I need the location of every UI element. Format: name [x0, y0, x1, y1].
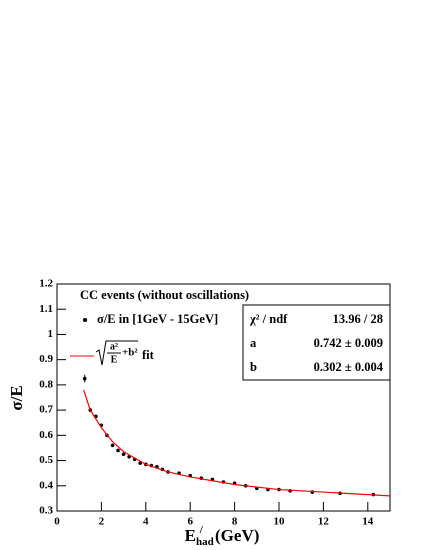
y-tick-label: 1.1 — [39, 303, 53, 315]
y-tick-label: 1 — [48, 328, 54, 340]
formula-denominator: E — [111, 354, 118, 365]
x-tick-label: 2 — [99, 516, 105, 528]
data-point — [116, 448, 120, 453]
y-tick-label: 0.9 — [39, 353, 53, 365]
y-tick-label: 0.5 — [39, 454, 53, 466]
x-label-sub: had — [196, 536, 214, 548]
stats-name: χ² / ndf — [249, 312, 288, 326]
stats-value: 0.742 ± 0.009 — [314, 336, 383, 350]
x-tick-label: 12 — [318, 516, 330, 528]
x-tick-label: 10 — [274, 516, 286, 528]
x-tick-label: 14 — [362, 516, 374, 528]
y-tick-label: 0.4 — [39, 479, 53, 491]
y-tick-label: 0.8 — [39, 378, 53, 390]
stats-name: b — [250, 360, 257, 374]
stats-value: 13.96 / 28 — [333, 312, 383, 326]
legend-label: fit — [142, 348, 155, 362]
x-tick-label: 0 — [54, 516, 60, 528]
formula-tail: +b² — [122, 347, 138, 359]
x-tick-label: 8 — [232, 516, 238, 528]
data-point — [82, 376, 87, 381]
y-tick-label: 0.7 — [39, 404, 53, 416]
stats-box — [242, 304, 391, 381]
stats-value: 0.302 ± 0.004 — [314, 360, 384, 374]
y-tick-label: 0.6 — [39, 429, 53, 441]
y-tick-label: 1.2 — [39, 278, 53, 290]
x-label-unit: (GeV) — [211, 526, 260, 545]
formula-numerator: a² — [110, 341, 118, 352]
y-axis-label: σ/E — [7, 385, 26, 410]
data-point — [110, 443, 115, 448]
x-label-main: E — [185, 526, 196, 545]
legend-title: CC events (without oscillations) — [80, 288, 249, 302]
plot-frame — [56, 283, 391, 512]
legend-label: σ/E in [1GeV - 15GeV] — [97, 312, 218, 326]
stats-name: a — [250, 336, 257, 350]
x-tick-label: 4 — [143, 516, 149, 528]
data-point — [121, 452, 126, 457]
sqrt-sign — [95, 340, 138, 366]
fit-curve — [83, 389, 391, 497]
x-label-sup: / — [199, 524, 204, 536]
y-tick-label: 0.3 — [39, 505, 53, 517]
legend-marker — [83, 318, 87, 322]
x-tick-label: 6 — [187, 516, 193, 528]
x-axis-label: Ehad/ (GeV) — [185, 524, 260, 548]
